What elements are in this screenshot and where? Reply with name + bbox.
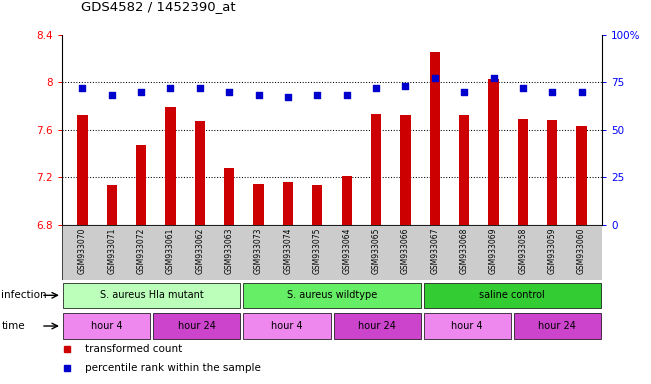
Text: percentile rank within the sample: percentile rank within the sample [85, 363, 260, 373]
Bar [488, 78, 499, 225]
Text: GSM933058: GSM933058 [518, 227, 527, 274]
FancyBboxPatch shape [154, 313, 240, 339]
Point [371, 85, 381, 91]
FancyBboxPatch shape [243, 313, 331, 339]
Text: hour 4: hour 4 [451, 321, 483, 331]
Text: GSM933071: GSM933071 [107, 227, 117, 274]
Point [342, 92, 352, 98]
Text: GSM933061: GSM933061 [166, 227, 175, 274]
Bar [77, 115, 87, 225]
Text: GSM933062: GSM933062 [195, 227, 204, 274]
Point [430, 75, 440, 81]
Text: hour 4: hour 4 [271, 321, 303, 331]
Point [165, 85, 176, 91]
Text: hour 24: hour 24 [178, 321, 216, 331]
Bar [165, 107, 176, 225]
FancyBboxPatch shape [424, 313, 510, 339]
Text: hour 24: hour 24 [358, 321, 396, 331]
Text: infection: infection [1, 290, 47, 300]
Bar [253, 184, 264, 225]
Text: GSM933063: GSM933063 [225, 227, 234, 274]
Text: S. aureus wildtype: S. aureus wildtype [287, 290, 377, 300]
Bar [136, 145, 146, 225]
Bar [283, 182, 293, 225]
Text: S. aureus Hla mutant: S. aureus Hla mutant [100, 290, 204, 300]
FancyBboxPatch shape [63, 313, 150, 339]
Bar [430, 52, 440, 225]
FancyBboxPatch shape [514, 313, 601, 339]
Text: GSM933075: GSM933075 [313, 227, 322, 274]
Bar [459, 115, 469, 225]
Bar [400, 115, 411, 225]
Text: GSM933059: GSM933059 [547, 227, 557, 274]
Point [488, 75, 499, 81]
Text: GSM933073: GSM933073 [254, 227, 263, 274]
Text: GDS4582 / 1452390_at: GDS4582 / 1452390_at [81, 0, 236, 13]
Bar [224, 167, 234, 225]
Point [547, 89, 557, 95]
Text: GSM933068: GSM933068 [460, 227, 469, 274]
Bar [342, 176, 352, 225]
Point [224, 89, 234, 95]
Text: GSM933067: GSM933067 [430, 227, 439, 274]
Point [459, 89, 469, 95]
Text: GSM933060: GSM933060 [577, 227, 586, 274]
Text: saline control: saline control [479, 290, 545, 300]
Text: GSM933064: GSM933064 [342, 227, 351, 274]
Bar [547, 120, 557, 225]
Bar [371, 114, 381, 225]
FancyBboxPatch shape [333, 313, 421, 339]
Bar [195, 121, 205, 225]
FancyBboxPatch shape [63, 283, 240, 308]
Point [136, 89, 146, 95]
Point [518, 85, 528, 91]
Text: GSM933070: GSM933070 [78, 227, 87, 274]
Point [576, 89, 587, 95]
Text: hour 4: hour 4 [91, 321, 122, 331]
Text: transformed count: transformed count [85, 344, 182, 354]
Point [283, 94, 293, 100]
FancyBboxPatch shape [62, 225, 602, 280]
Bar [312, 185, 322, 225]
Point [107, 92, 117, 98]
Text: GSM933069: GSM933069 [489, 227, 498, 274]
Text: GSM933065: GSM933065 [372, 227, 381, 274]
Text: time: time [1, 321, 25, 331]
Point [253, 92, 264, 98]
Bar [518, 119, 528, 225]
Point [77, 85, 88, 91]
Bar [577, 126, 587, 225]
FancyBboxPatch shape [424, 283, 601, 308]
FancyBboxPatch shape [243, 283, 421, 308]
Text: GSM933074: GSM933074 [283, 227, 292, 274]
Point [312, 92, 322, 98]
Point [400, 83, 411, 89]
Point [195, 85, 205, 91]
Text: GSM933066: GSM933066 [401, 227, 410, 274]
Text: hour 24: hour 24 [538, 321, 576, 331]
Bar [107, 185, 117, 225]
Text: GSM933072: GSM933072 [137, 227, 146, 274]
